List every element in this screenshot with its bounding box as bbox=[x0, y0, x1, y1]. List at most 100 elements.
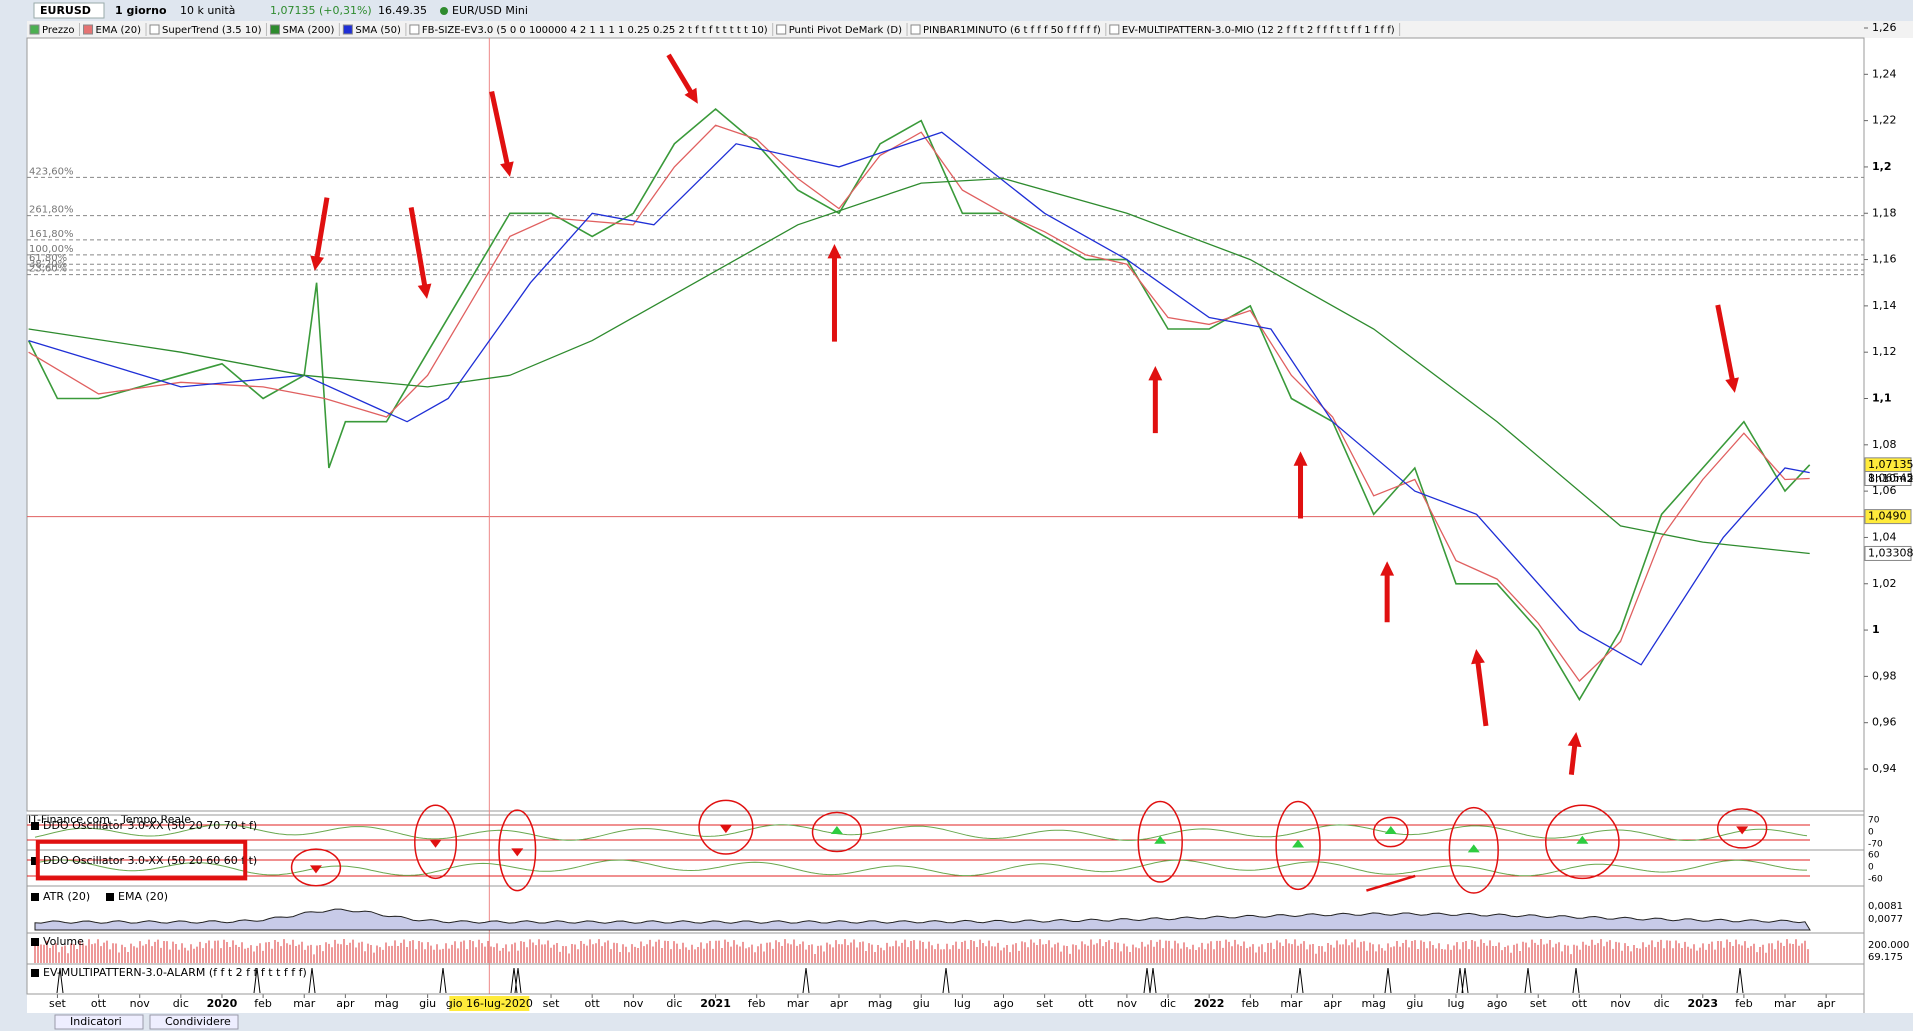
legend-swatch bbox=[1109, 24, 1120, 35]
price-panel bbox=[26, 37, 1865, 812]
legend-entry[interactable]: SuperTrend (3.5 10) bbox=[162, 25, 262, 36]
highlight-ellipse bbox=[698, 799, 754, 855]
x-tick-label: nov bbox=[623, 997, 644, 1010]
x-tick-label: dic bbox=[1654, 997, 1670, 1010]
signal-arrow bbox=[1576, 835, 1589, 844]
legend-swatch bbox=[83, 24, 94, 35]
legend-entry[interactable]: FB-SIZE-EV3.0 (5 0 0 100000 4 2 1 1 1 1 … bbox=[422, 25, 768, 36]
legend-entry[interactable]: EV-MULTIPATTERN-3.0-MIO (12 2 f f t 2 f … bbox=[1122, 25, 1395, 36]
indicator-panel bbox=[26, 963, 1865, 995]
instrument: EUR/USD Mini bbox=[452, 4, 528, 17]
arrow-head bbox=[417, 283, 432, 299]
fib-label: 23,60% bbox=[29, 264, 67, 275]
x-tick-label: mar bbox=[293, 997, 315, 1010]
highlight-ellipse bbox=[1717, 808, 1768, 849]
atr-area bbox=[34, 908, 1811, 931]
legend-entry[interactable]: PINBAR1MINUTO (6 t f f f 50 f f f f f) bbox=[923, 25, 1101, 36]
fib-label: 261,80% bbox=[29, 205, 74, 216]
price-tag-label: 1,0490 bbox=[1868, 510, 1907, 523]
price-tag-label: 1,06545 bbox=[1868, 472, 1913, 485]
x-tick-label: dic bbox=[1160, 997, 1176, 1010]
timeframe[interactable]: 1 giorno bbox=[115, 4, 167, 17]
y-tick-label: 1,2 bbox=[1872, 160, 1892, 173]
footer-button-label[interactable]: Indicatori bbox=[70, 1015, 122, 1028]
countdown: 8h10m2 bbox=[1868, 472, 1913, 485]
indicator-panel bbox=[26, 849, 1865, 887]
panel-axis-label: 0 bbox=[1868, 863, 1874, 873]
legend-entry[interactable]: SMA (50) bbox=[355, 25, 401, 36]
signal-arrow bbox=[511, 848, 524, 857]
highlight-ellipse bbox=[811, 811, 863, 853]
legend-entry[interactable]: EMA (20) bbox=[96, 25, 142, 36]
legend-swatch bbox=[910, 24, 921, 35]
y-tick-label: 1,18 bbox=[1872, 206, 1897, 219]
indicator-panel bbox=[26, 932, 1865, 965]
panel-axis-label: 200.000 bbox=[1868, 940, 1909, 951]
x-tick-label: giu bbox=[419, 997, 436, 1010]
x-tick-label: feb bbox=[1735, 997, 1753, 1010]
footer-button-label[interactable]: Condividere bbox=[165, 1015, 231, 1028]
alarm-spike bbox=[1736, 967, 1744, 994]
x-tick-label: nov bbox=[1117, 997, 1138, 1010]
price-tag bbox=[1864, 545, 1912, 561]
x-tick-label: set bbox=[49, 997, 66, 1010]
fib-label: 161,80% bbox=[29, 229, 74, 240]
legend-swatch bbox=[149, 24, 160, 35]
y-tick-label: 1,16 bbox=[1872, 253, 1897, 266]
price-tag-label: 1,03308 bbox=[1868, 546, 1913, 559]
legend-entry[interactable]: SMA (200) bbox=[282, 25, 334, 36]
legend-entry[interactable]: Prezzo bbox=[42, 25, 75, 36]
legend-swatch bbox=[409, 24, 420, 35]
y-tick-label: 1,04 bbox=[1872, 530, 1897, 543]
y-tick-label: 1,08 bbox=[1872, 438, 1897, 451]
signal-arrow bbox=[719, 825, 732, 834]
x-tick-label: apr bbox=[1817, 997, 1836, 1010]
footer-button[interactable] bbox=[54, 1014, 144, 1030]
legend-swatch bbox=[29, 24, 40, 35]
y-tick-label: 0,98 bbox=[1872, 669, 1897, 682]
panel-axis-label: 0,0077 bbox=[1868, 914, 1903, 925]
price-tag bbox=[1864, 509, 1912, 525]
fib-label: 38,20% bbox=[29, 259, 67, 270]
fib-label: 423,60% bbox=[29, 166, 74, 177]
arrow-head bbox=[1380, 561, 1395, 576]
x-tick-label: 2020 bbox=[207, 997, 238, 1010]
highlight-ellipse bbox=[1137, 800, 1183, 883]
arrow-head bbox=[1471, 649, 1485, 665]
signal-arrow bbox=[1384, 826, 1397, 835]
y-tick-label: 1,22 bbox=[1872, 114, 1897, 127]
x-tick-label: lug bbox=[1447, 997, 1464, 1010]
left-toolbar bbox=[0, 0, 27, 1031]
x-tick-label: ott bbox=[584, 997, 600, 1010]
annotation-arrow bbox=[1474, 658, 1489, 727]
legend-entry[interactable]: Punti Pivot DeMark (D) bbox=[789, 25, 902, 36]
price-tag-label: 1,07135 bbox=[1868, 458, 1913, 471]
x-tick-label: mag bbox=[868, 997, 892, 1010]
x-tick-label: 2021 bbox=[700, 997, 731, 1010]
panel-label: ATR (20) bbox=[43, 890, 90, 903]
alarm-spike bbox=[802, 967, 810, 994]
signal-arrow bbox=[830, 826, 843, 835]
panel-axis-label: -60 bbox=[1868, 875, 1883, 885]
footer-button[interactable] bbox=[149, 1014, 239, 1030]
indicator-panel bbox=[26, 814, 1865, 851]
highlight-slash bbox=[1366, 874, 1416, 892]
panel-axis-label: 60 bbox=[1868, 851, 1880, 861]
panel-axis-label: 0,0081 bbox=[1868, 901, 1903, 912]
arrow-head bbox=[310, 255, 324, 271]
alarm-spike bbox=[56, 967, 64, 994]
y-tick-label: 1,14 bbox=[1872, 299, 1897, 312]
legend-swatch bbox=[776, 24, 787, 35]
top-toolbar bbox=[0, 0, 1913, 21]
x-tick-label: mar bbox=[1774, 997, 1796, 1010]
alarm-spike bbox=[1461, 967, 1469, 994]
units[interactable]: 10 k unità bbox=[180, 4, 235, 17]
x-tick-label: set bbox=[1036, 997, 1053, 1010]
y-tick-label: 1,12 bbox=[1872, 345, 1897, 358]
fib-label: 61,80% bbox=[29, 253, 67, 264]
symbol-box[interactable] bbox=[33, 2, 105, 19]
highlight-ellipse bbox=[1275, 800, 1321, 891]
x-tick-label: mar bbox=[787, 997, 809, 1010]
annotation-arrow bbox=[1715, 304, 1736, 384]
panel-label: Volume bbox=[43, 935, 84, 948]
